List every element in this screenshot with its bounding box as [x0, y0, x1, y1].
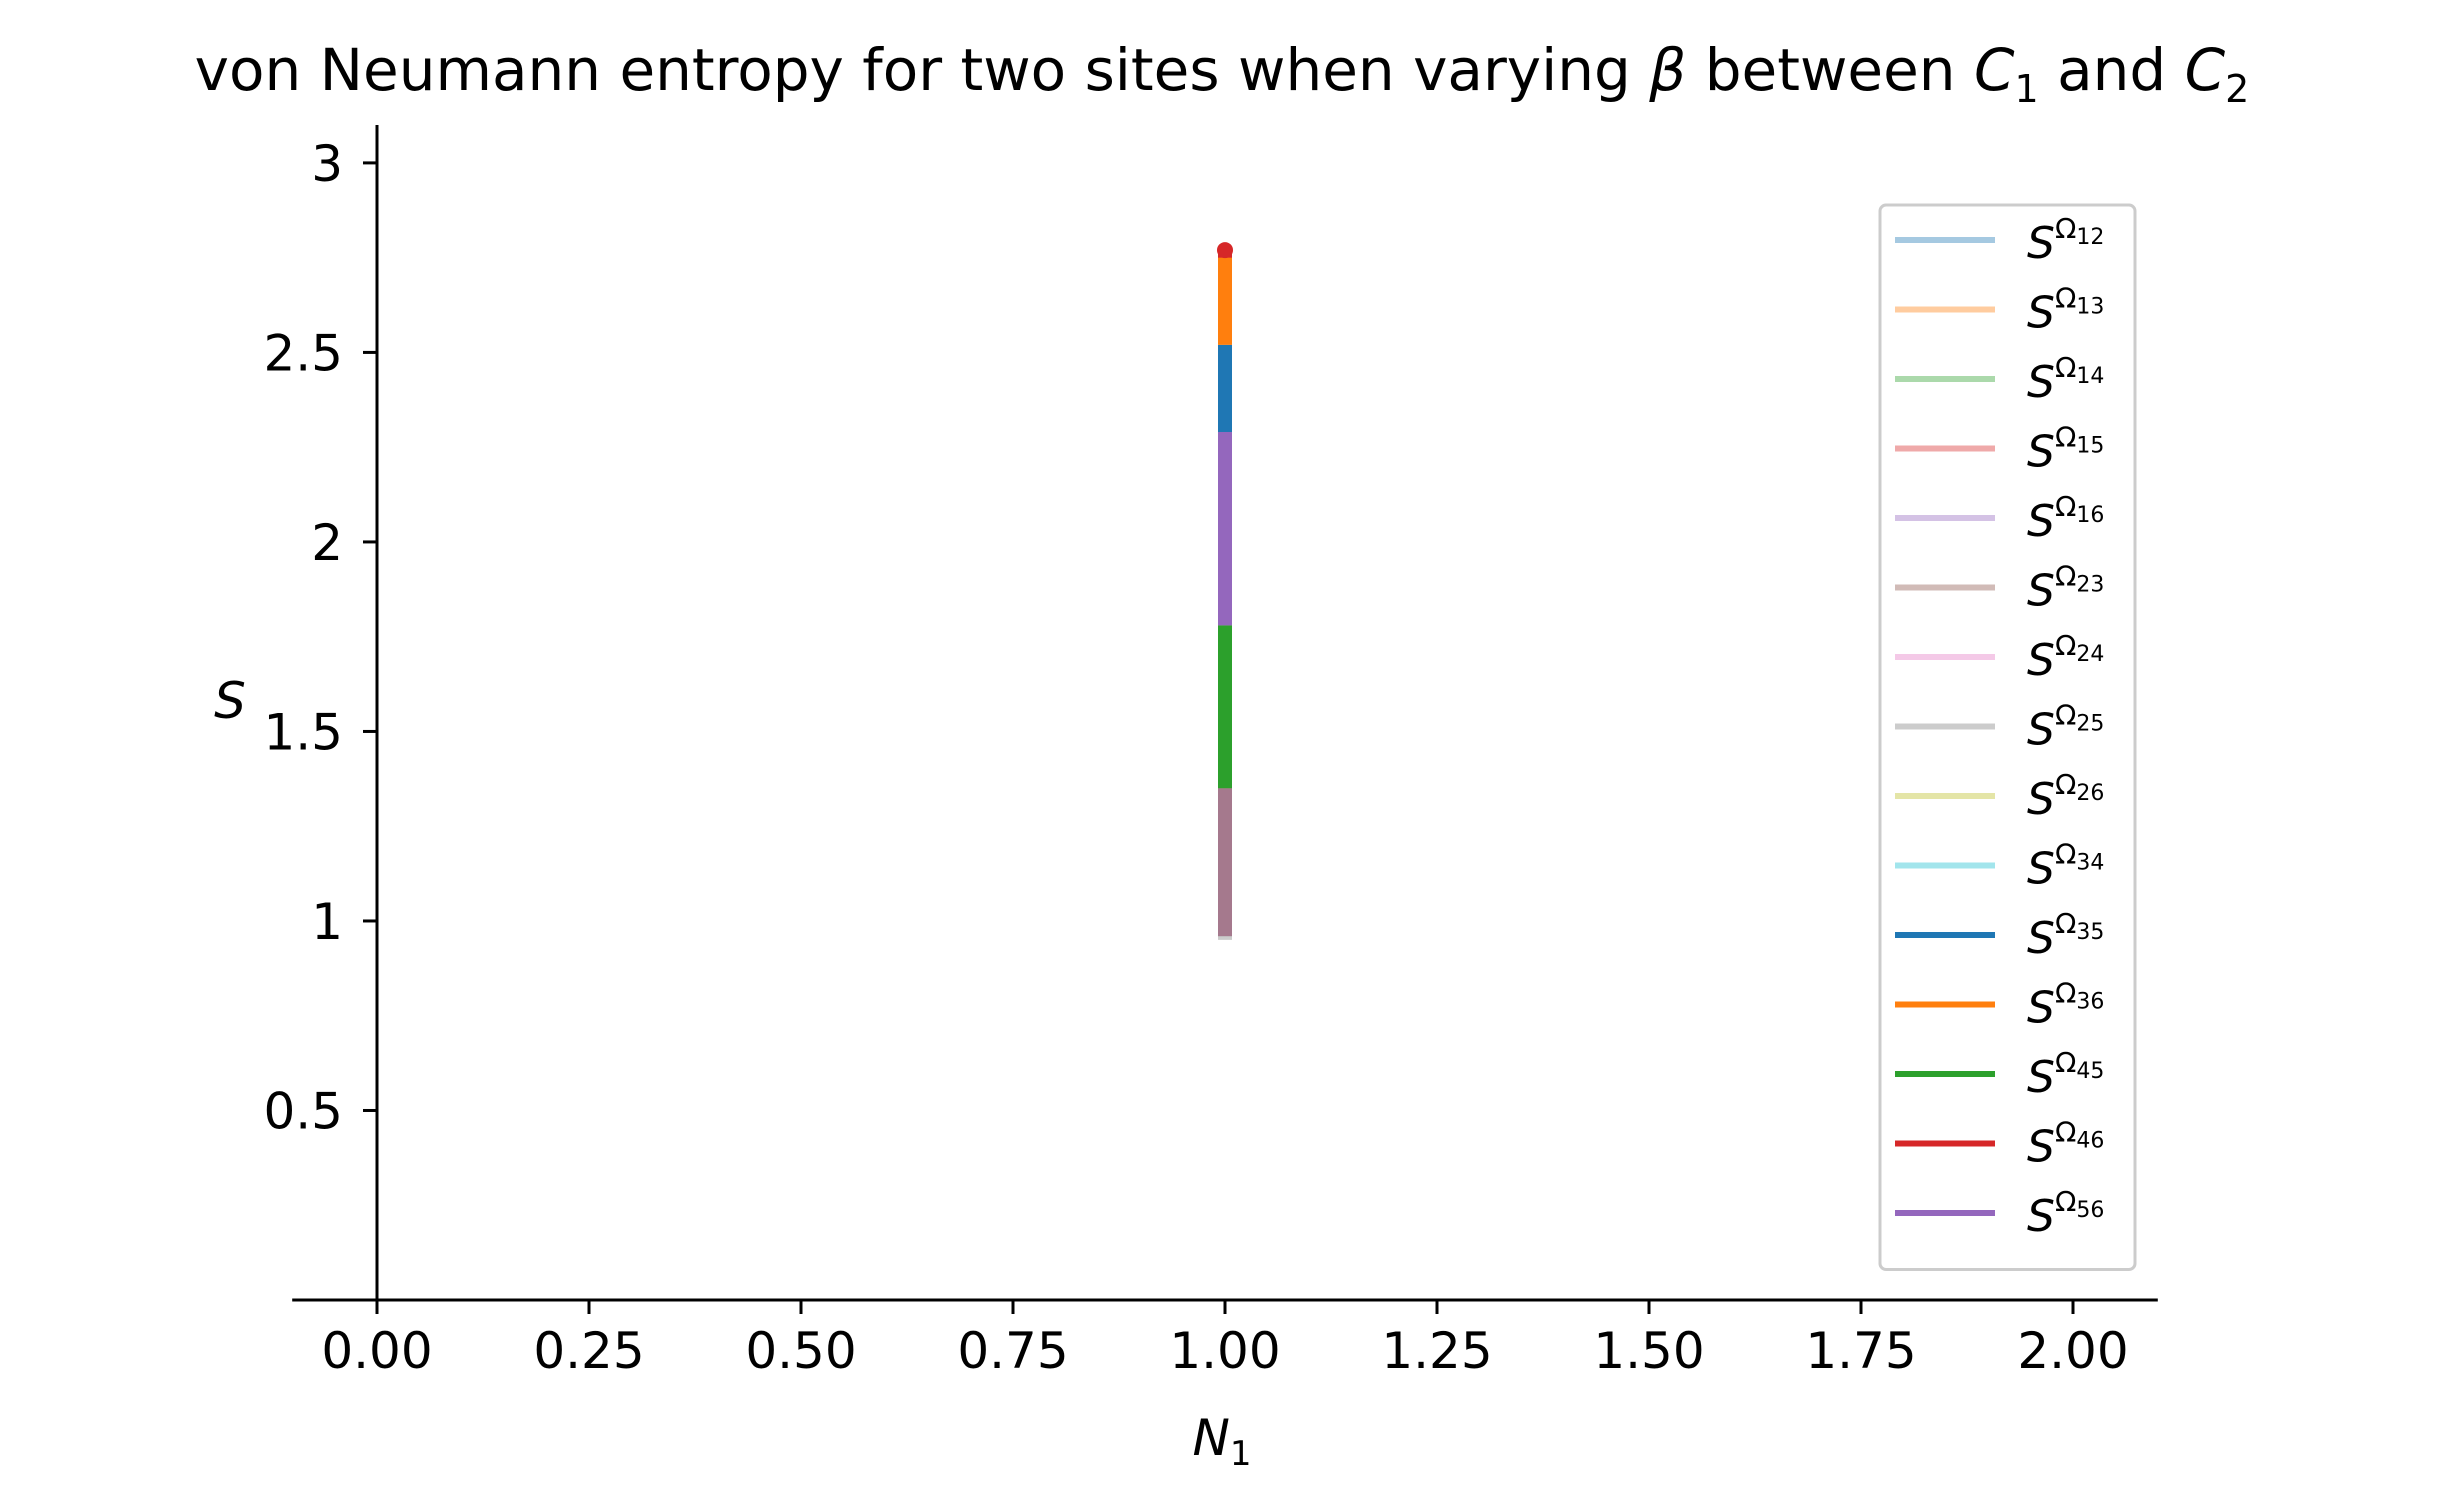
legend-entry-45: SΩ45	[2027, 1046, 2104, 1103]
legend-base: S	[2027, 913, 2055, 964]
y-tick-label: 2.5	[263, 324, 343, 382]
y-tick-label: 2	[311, 514, 343, 572]
x-axis-label: N1	[1192, 1409, 1251, 1474]
chart-title-part: von Neumann entropy for two sites when v…	[195, 36, 1650, 104]
chart-title-layer: von Neumann entropy for two sites when v…	[195, 36, 2250, 111]
legend-sub: 23	[2076, 573, 2104, 598]
legend-sub: 16	[2076, 503, 2104, 528]
legend-base: S	[2027, 1122, 2055, 1173]
legend-entry-35: SΩ35	[2027, 907, 2104, 964]
legend-base: S	[2027, 496, 2055, 547]
legend-sub: 14	[2076, 364, 2104, 389]
chart-title-part: β	[1648, 36, 1686, 104]
legend-sub: 26	[2076, 781, 2104, 806]
chart-title-part: 1	[2014, 67, 2038, 111]
legend-sup: Ω	[2055, 768, 2076, 801]
legend-base: S	[2027, 288, 2055, 339]
legend-entry-12: SΩ12	[2027, 212, 2104, 269]
y-tick-label: 1.5	[263, 703, 343, 761]
legend-sup: Ω	[2055, 907, 2076, 940]
x-tick-label: 1.00	[1169, 1322, 1280, 1380]
chart-title-part: between	[1686, 36, 1974, 104]
legend-base: S	[2027, 357, 2055, 408]
series-point-46	[1217, 242, 1233, 259]
legend-sub: 12	[2076, 225, 2104, 250]
y-tick-label: 0.5	[263, 1082, 343, 1140]
chart-title-part: C	[1974, 36, 2015, 104]
legend-sub: 13	[2076, 295, 2104, 320]
legend-entry-16: SΩ16	[2027, 490, 2104, 547]
y-axis-label: S	[214, 672, 246, 730]
axes-layer: 0.00 0.25 0.50 0.75 1.00 1.25 1.50 1.75 2.00 0.5 1…	[214, 125, 2158, 1474]
x-tick-label: 1.50	[1593, 1322, 1704, 1380]
x-tick-label: 0.50	[745, 1322, 856, 1380]
legend-sub: 56	[2076, 1198, 2104, 1223]
legend-base: S	[2027, 566, 2055, 617]
legend-sup: Ω	[2055, 629, 2076, 662]
legend-base: S	[2027, 635, 2055, 686]
x-tick-label: 0.00	[321, 1322, 432, 1380]
x-tick-label: 0.25	[533, 1322, 644, 1380]
legend-base: S	[2027, 983, 2055, 1034]
legend-sup: Ω	[2055, 421, 2076, 454]
legend-base: S	[2027, 1191, 2055, 1242]
legend-sub: 34	[2076, 851, 2104, 876]
legend-base: S	[2027, 218, 2055, 269]
legend-base: S	[2027, 1052, 2055, 1103]
legend-entry-24: SΩ24	[2027, 629, 2104, 686]
legend-sub: 25	[2076, 712, 2104, 737]
legend-entry-15: SΩ15	[2027, 421, 2104, 478]
legend-sub: 15	[2076, 434, 2104, 459]
legend-entry-13: SΩ13	[2027, 282, 2104, 339]
legend-sup: Ω	[2055, 838, 2076, 871]
legend-entry-36: SΩ36	[2027, 977, 2104, 1034]
x-tick-label: 0.75	[957, 1322, 1068, 1380]
legend-layer: SΩ12SΩ13SΩ14SΩ15SΩ16SΩ23SΩ24SΩ25SΩ26SΩ34…	[1878, 203, 2137, 1271]
x-tick-label: 1.25	[1381, 1322, 1492, 1380]
legend-sup: Ω	[2055, 351, 2076, 384]
legend-sup: Ω	[2055, 282, 2076, 315]
legend-entry-34: SΩ34	[2027, 838, 2104, 895]
x-tick-label: 1.75	[1805, 1322, 1916, 1380]
x-tick-label: 2.00	[2017, 1322, 2128, 1380]
legend-sup: Ω	[2055, 1185, 2076, 1218]
legend-sub: 45	[2076, 1059, 2104, 1084]
legend-base: S	[2027, 705, 2055, 756]
legend-sup: Ω	[2055, 212, 2076, 245]
legend-sub: 36	[2076, 990, 2104, 1015]
legend-base: S	[2027, 844, 2055, 895]
x-axis-label-sub: 1	[1230, 1434, 1252, 1474]
x-axis-label-main: N	[1192, 1409, 1229, 1467]
chart-title-part: 2	[2225, 67, 2249, 111]
legend-base: S	[2027, 427, 2055, 478]
series-layer	[1217, 242, 1233, 940]
legend-sup: Ω	[2055, 699, 2076, 732]
legend-entry-56: SΩ56	[2027, 1185, 2104, 1242]
legend-sup: Ω	[2055, 490, 2076, 523]
y-tick-label: 1	[311, 893, 343, 951]
legend-sub: 24	[2076, 642, 2104, 667]
legend-entry-25: SΩ25	[2027, 699, 2104, 756]
legend-sub: 46	[2076, 1129, 2104, 1154]
legend-sup: Ω	[2055, 1116, 2076, 1149]
legend-entry-14: SΩ14	[2027, 351, 2104, 408]
legend-base: S	[2027, 774, 2055, 825]
chart-title: von Neumann entropy for two sites when v…	[195, 36, 2250, 111]
legend-sup: Ω	[2055, 560, 2076, 593]
legend-sup: Ω	[2055, 977, 2076, 1010]
legend-entry-23: SΩ23	[2027, 560, 2104, 617]
legend-sub: 35	[2076, 920, 2104, 945]
chart-title-part: C	[2185, 36, 2226, 104]
legend-entry-26: SΩ26	[2027, 768, 2104, 825]
legend-entry-46: SΩ46	[2027, 1116, 2104, 1173]
legend-sup: Ω	[2055, 1046, 2076, 1079]
y-tick-label: 3	[311, 135, 343, 193]
chart-title-part: and	[2039, 36, 2185, 104]
